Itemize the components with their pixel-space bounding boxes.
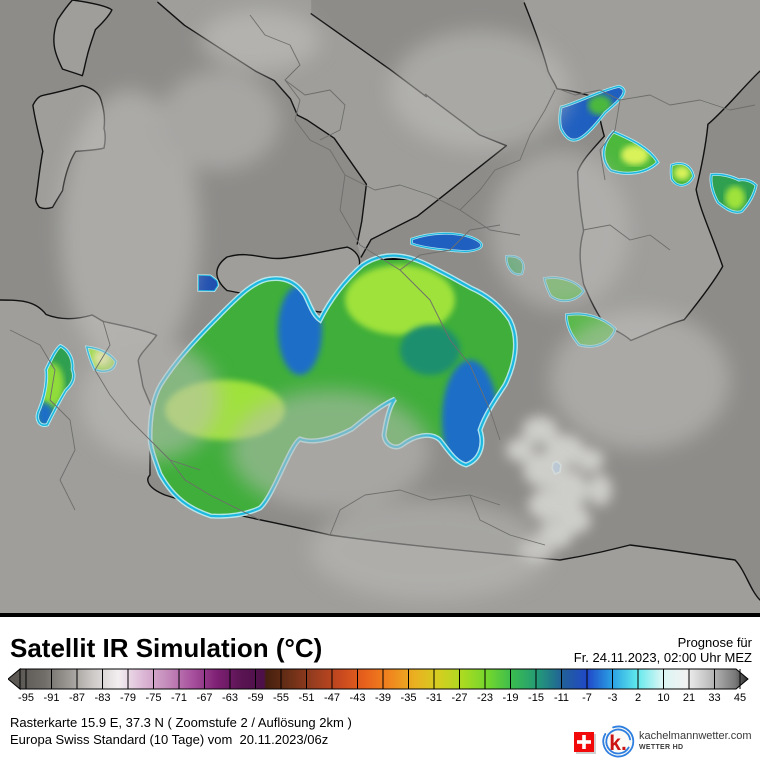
svg-text:kachelmannwetter.com: kachelmannwetter.com xyxy=(639,730,752,742)
svg-text:-19: -19 xyxy=(503,692,519,704)
svg-text:33: 33 xyxy=(708,692,720,704)
svg-text:WETTER HD: WETTER HD xyxy=(639,744,683,751)
svg-text:k.: k. xyxy=(609,732,627,755)
svg-text:-55: -55 xyxy=(273,692,289,704)
svg-text:-59: -59 xyxy=(248,692,264,704)
svg-text:-27: -27 xyxy=(452,692,468,704)
svg-text:-75: -75 xyxy=(146,692,162,704)
svg-text:-3: -3 xyxy=(608,692,618,704)
svg-text:-11: -11 xyxy=(554,692,569,704)
svg-text:2: 2 xyxy=(635,692,641,704)
svg-text:-7: -7 xyxy=(582,692,592,704)
svg-text:-31: -31 xyxy=(426,692,442,704)
svg-text:-23: -23 xyxy=(477,692,493,704)
svg-text:-91: -91 xyxy=(44,692,60,704)
svg-text:-35: -35 xyxy=(401,692,417,704)
svg-text:-67: -67 xyxy=(197,692,213,704)
svg-text:10: 10 xyxy=(657,692,669,704)
svg-text:-71: -71 xyxy=(171,692,187,704)
svg-text:21: 21 xyxy=(683,692,695,704)
svg-text:-15: -15 xyxy=(528,692,544,704)
svg-text:-95: -95 xyxy=(18,692,34,704)
svg-text:-43: -43 xyxy=(350,692,366,704)
svg-text:-87: -87 xyxy=(69,692,85,704)
svg-text:-39: -39 xyxy=(375,692,391,704)
svg-text:45: 45 xyxy=(734,692,746,704)
svg-text:-51: -51 xyxy=(299,692,315,704)
svg-text:-63: -63 xyxy=(222,692,238,704)
svg-text:-83: -83 xyxy=(95,692,111,704)
svg-text:-47: -47 xyxy=(324,692,340,704)
svg-text:-79: -79 xyxy=(120,692,136,704)
